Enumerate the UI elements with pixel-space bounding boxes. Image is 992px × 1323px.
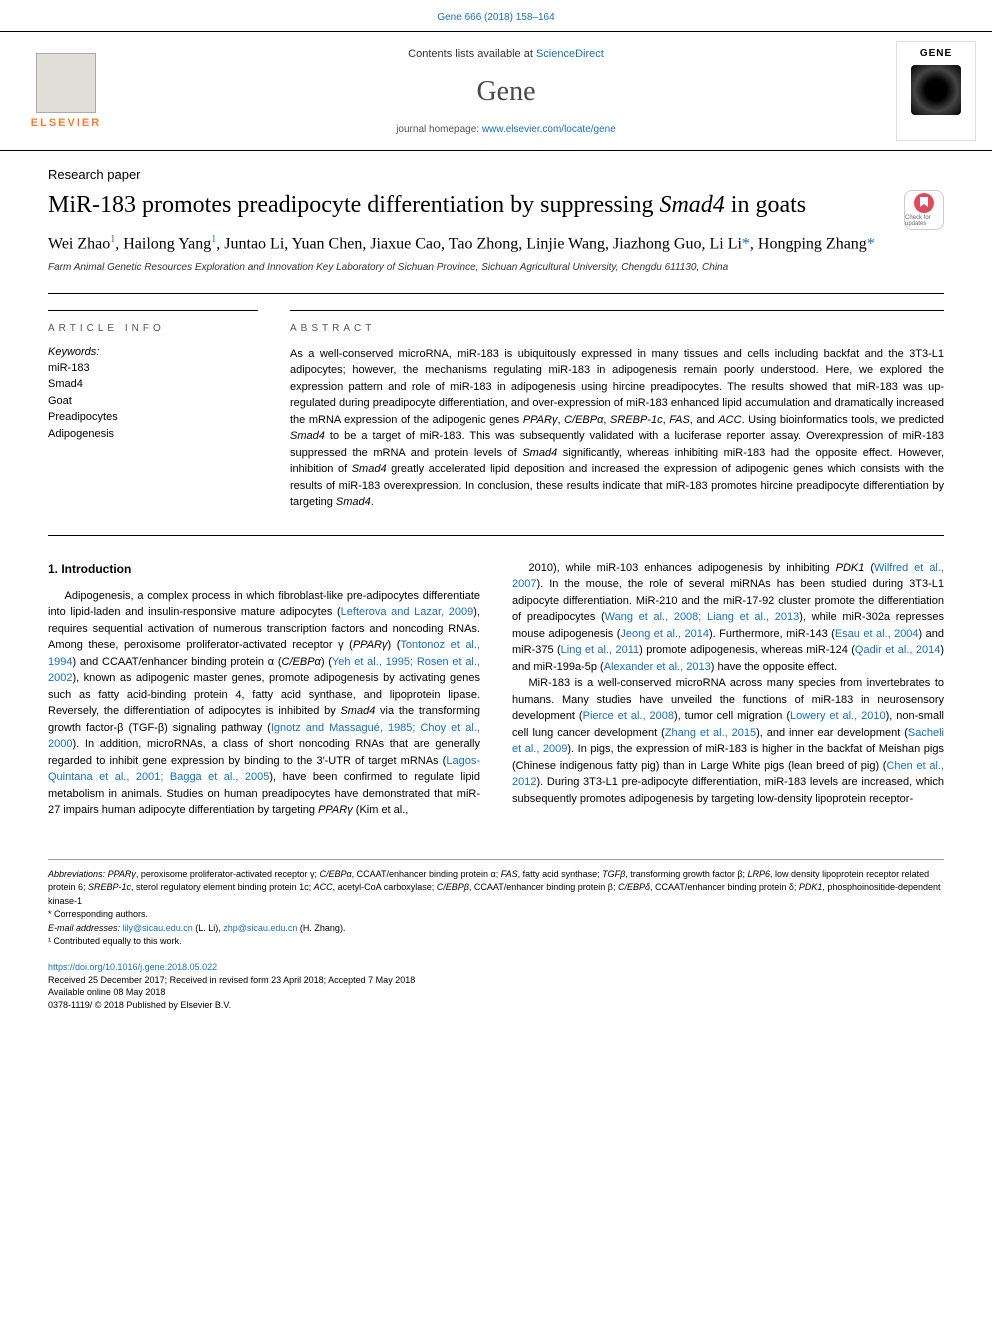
section-head: 1. Introduction xyxy=(48,560,480,578)
page-citation: Gene 666 (2018) 158–164 xyxy=(0,0,992,31)
header-center: Contents lists available at ScienceDirec… xyxy=(116,48,896,135)
sciencedirect-link[interactable]: ScienceDirect xyxy=(536,48,604,60)
title-italic: Smad4 xyxy=(659,192,724,218)
keyword-item: Preadipocytes xyxy=(48,409,258,426)
article-info: ARTICLE INFO Keywords: miR-183Smad4GoatP… xyxy=(48,310,258,511)
divider xyxy=(48,535,944,536)
contents-line: Contents lists available at ScienceDirec… xyxy=(116,48,896,60)
authors: Wei Zhao1, Hailong Yang1, Juntao Li, Yua… xyxy=(48,233,944,256)
email-1-name: (L. Li), xyxy=(193,923,224,933)
check-updates-label: Check for updates xyxy=(905,215,943,227)
body-p2: 2010), while miR-103 enhances adipogenes… xyxy=(512,560,944,676)
body-col-right: 2010), while miR-103 enhances adipogenes… xyxy=(512,560,944,819)
abbreviations: Abbreviations: PPARγ, peroxisome prolife… xyxy=(48,868,944,909)
paper-title: MiR-183 promotes preadipocyte differenti… xyxy=(48,190,892,221)
keywords-list: miR-183Smad4GoatPreadipocytesAdipogenesi… xyxy=(48,360,258,443)
email-1[interactable]: lily@sicau.edu.cn xyxy=(123,923,193,933)
body-col-left: 1. Introduction Adipogenesis, a complex … xyxy=(48,560,480,819)
keyword-item: Goat xyxy=(48,393,258,410)
doi-link[interactable]: https://doi.org/10.1016/j.gene.2018.05.0… xyxy=(48,962,217,972)
abbrev-text: PPARγ, peroxisome proliferator-activated… xyxy=(48,869,941,906)
keyword-item: Adipogenesis xyxy=(48,426,258,443)
elsevier-tree-icon xyxy=(36,53,96,113)
title-pre: MiR-183 promotes preadipocyte differenti… xyxy=(48,192,659,218)
email-label: E-mail addresses: xyxy=(48,923,120,933)
email-2-name: (H. Zhang). xyxy=(297,923,345,933)
gene-cover-text: GENE xyxy=(920,48,952,59)
check-updates-badge[interactable]: Check for updates xyxy=(904,190,944,230)
elsevier-logo: ELSEVIER xyxy=(16,41,116,141)
body-p1: Adipogenesis, a complex process in which… xyxy=(48,588,480,819)
email-2[interactable]: zhp@sicau.edu.cn xyxy=(223,923,297,933)
abstract-text: As a well-conserved microRNA, miR-183 is… xyxy=(290,346,944,511)
abstract: ABSTRACT As a well-conserved microRNA, m… xyxy=(290,310,944,511)
elsevier-text: ELSEVIER xyxy=(31,117,101,129)
title-post: in goats xyxy=(725,192,806,218)
keywords-label: Keywords: xyxy=(48,346,258,358)
gene-cover: GENE xyxy=(896,41,976,141)
article-info-head: ARTICLE INFO xyxy=(48,323,258,334)
copyright: 0378-1119/ © 2018 Published by Elsevier … xyxy=(48,999,944,1012)
journal-header: ELSEVIER Contents lists available at Sci… xyxy=(0,31,992,151)
homepage-prefix: journal homepage: xyxy=(396,124,482,135)
body: 1. Introduction Adipogenesis, a complex … xyxy=(48,560,944,819)
abbrev-label: Abbreviations: xyxy=(48,869,105,879)
contents-prefix: Contents lists available at xyxy=(408,48,536,60)
footer-bottom: https://doi.org/10.1016/j.gene.2018.05.0… xyxy=(48,961,944,1011)
contributed: ¹ Contributed equally to this work. xyxy=(48,935,944,949)
corresponding: * Corresponding authors. xyxy=(48,908,944,922)
abstract-head: ABSTRACT xyxy=(290,323,944,334)
emails: E-mail addresses: lily@sicau.edu.cn (L. … xyxy=(48,922,944,936)
body-p3: MiR-183 is a well-conserved microRNA acr… xyxy=(512,675,944,807)
gene-cover-icon xyxy=(911,65,961,115)
received: Received 25 December 2017; Received in r… xyxy=(48,974,944,987)
bookmark-icon xyxy=(914,193,934,213)
journal-name: Gene xyxy=(116,76,896,108)
affiliation: Farm Animal Genetic Resources Exploratio… xyxy=(48,262,944,273)
keyword-item: Smad4 xyxy=(48,376,258,393)
available: Available online 08 May 2018 xyxy=(48,986,944,999)
homepage-line: journal homepage: www.elsevier.com/locat… xyxy=(116,124,896,135)
homepage-link[interactable]: www.elsevier.com/locate/gene xyxy=(482,124,616,135)
keyword-item: miR-183 xyxy=(48,360,258,377)
footer: Abbreviations: PPARγ, peroxisome prolife… xyxy=(48,859,944,1011)
paper-type: Research paper xyxy=(48,167,944,182)
